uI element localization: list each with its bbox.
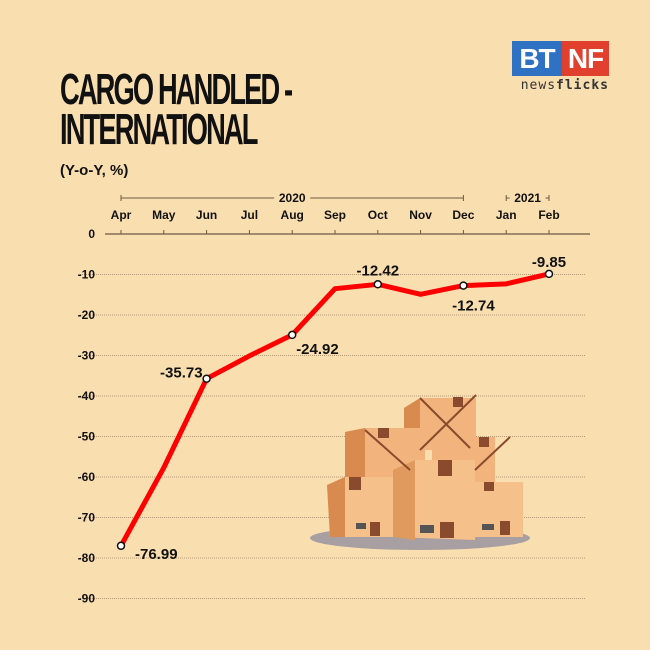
data-label: -12.74 — [452, 298, 495, 315]
y-tick-label: -90 — [78, 592, 96, 606]
y-tick-label: -80 — [78, 551, 96, 565]
data-line — [118, 271, 550, 548]
data-point — [373, 280, 383, 289]
y-tick-label: -30 — [78, 349, 96, 363]
data-label: -76.99 — [135, 546, 178, 563]
brand-logo: BT NF newsflicks — [512, 41, 609, 93]
logo-text: newsflicks — [520, 78, 609, 93]
x-tick-label: May — [152, 208, 176, 222]
boxes-illustration-icon — [310, 394, 530, 550]
x-tick-label: Nov — [409, 208, 432, 222]
data-label: -9.85 — [532, 254, 566, 271]
year-label: 2020 — [279, 191, 306, 205]
y-tick-label: -50 — [78, 430, 96, 444]
x-tick-label: Jan — [496, 208, 517, 222]
data-label: -35.73 — [160, 365, 203, 382]
data-label: -12.42 — [357, 262, 400, 279]
y-tick-label: -60 — [78, 470, 96, 484]
title-line-2: INTERNATIONAL — [60, 105, 258, 154]
year-label: 2021 — [514, 191, 541, 205]
logo-nf: NF — [562, 41, 609, 76]
logo-bt: BT — [512, 41, 562, 76]
data-point — [459, 281, 468, 290]
chart-subtitle: (Y-o-Y, %) — [60, 162, 129, 179]
chart-title: CARGO HANDLED - INTERNATIONAL — [60, 65, 293, 154]
x-tick-label: Feb — [538, 208, 559, 222]
data-point — [544, 269, 554, 279]
y-tick-label: -10 — [78, 268, 96, 282]
x-tick-label: Aug — [281, 208, 304, 222]
x-tick-label: Oct — [368, 208, 388, 222]
x-tick-label: Sep — [324, 208, 346, 222]
data-point — [287, 330, 297, 340]
data-point — [116, 541, 126, 551]
x-tick-label: Apr — [111, 208, 132, 222]
y-tick-label: -20 — [78, 308, 96, 322]
title-line-1: CARGO HANDLED - — [60, 65, 293, 114]
y-tick-label: -70 — [78, 511, 96, 525]
y-tick-label: 0 — [88, 227, 95, 241]
data-point — [202, 374, 211, 383]
data-labels: -76.99 -35.73 -24.92 -12.42 -12.74 -9.85 — [116, 254, 566, 563]
x-tick-label: Jun — [196, 208, 217, 222]
y-tick-label: -40 — [78, 389, 96, 403]
data-label: -24.92 — [296, 341, 339, 358]
x-tick-label: Jul — [241, 208, 258, 222]
x-axis: Apr May Jun Jul Aug Sep Oct Nov Dec Jan Feb 2020 202… — [105, 191, 590, 235]
x-tick-label: Dec — [452, 208, 474, 222]
series-line — [118, 271, 550, 548]
